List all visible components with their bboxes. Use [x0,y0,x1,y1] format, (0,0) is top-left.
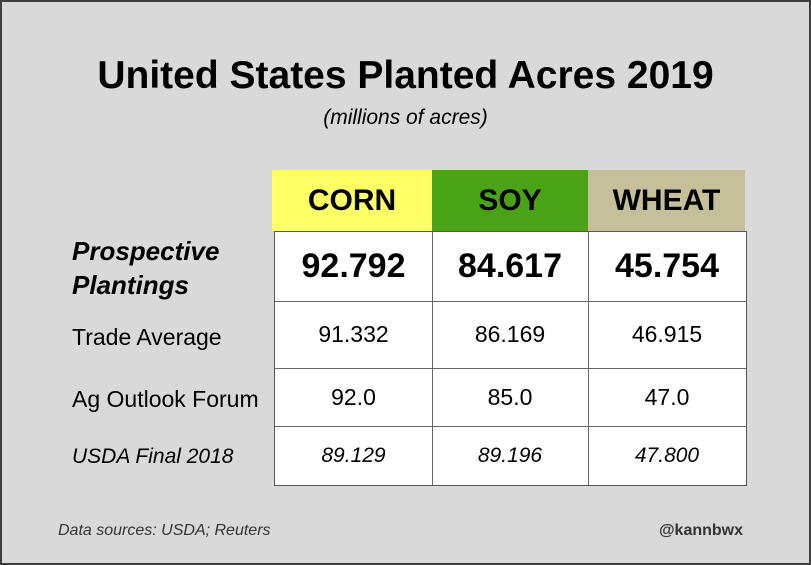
header-soy-label: SOY [478,183,542,217]
row-label-ag-outlook-forum: Ag Outlook Forum [72,386,259,412]
data-table: 92.792 84.617 45.754 91.332 86.169 46.91… [274,231,747,486]
header-corn-label: CORN [307,183,397,217]
header-wheat: WHEAT [588,170,745,231]
cell-ag-outlook-wheat: 47.0 [644,383,690,410]
cell-prospective-wheat: 45.754 [615,247,719,285]
chart-subtitle: (millions of acres) [323,106,488,129]
column-divider [588,232,589,485]
header-soy: SOY [432,170,588,231]
cell-ag-outlook-soy: 85.0 [487,383,533,410]
header-wheat-label: WHEAT [612,183,721,217]
row-divider [275,301,746,302]
row-divider [275,368,746,369]
cell-usda-final-corn: 89.129 [321,443,386,467]
cell-trade-average-corn: 91.332 [318,321,389,347]
header-corn: CORN [272,170,432,231]
row-label-line1: Prospective [72,236,220,266]
author-handle: @kannbwx [658,522,743,539]
column-divider [432,232,433,485]
cell-ag-outlook-corn: 92.0 [331,383,376,410]
row-label-trade-average: Trade Average [72,324,222,350]
row-divider [275,426,746,427]
cell-prospective-corn: 92.792 [301,247,406,285]
cell-usda-final-wheat: 47.800 [634,443,700,467]
chart-title: United States Planted Acres 2019 [97,54,714,97]
data-sources-note: Data sources: USDA; Reuters [58,522,271,539]
cell-trade-average-wheat: 46.915 [631,321,703,347]
row-label-line2: Plantings [72,270,190,300]
cell-trade-average-soy: 86.169 [474,321,546,347]
row-label-usda-final-2018: USDA Final 2018 [72,445,234,468]
cell-usda-final-soy: 89.196 [477,443,543,467]
row-label-prospective-plantings: Prospective Plantings [72,234,219,302]
cell-prospective-soy: 84.617 [458,247,562,285]
